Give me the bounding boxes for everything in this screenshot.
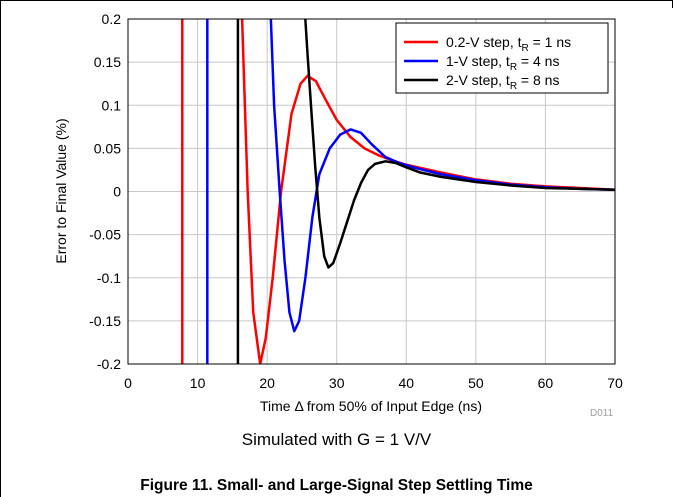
legend: 0.2-V step, tR = 1 ns1-V step, tR = 4 ns…	[395, 22, 609, 94]
series-line-3	[304, 19, 615, 269]
y-tick-label: 0.15	[94, 54, 121, 70]
legend-label-2: 1-V step, tR = 4 ns	[446, 53, 559, 73]
curves-group	[181, 19, 615, 364]
y-tick-labels: -0.2 -0.15 -0.1 -0.05 0 0.05 0.1 0.15 0.2	[89, 11, 121, 372]
figure-code: D011	[590, 408, 614, 419]
y-tick-label: -0.05	[89, 227, 121, 243]
y-tick-label: 0.05	[94, 140, 121, 156]
y-tick-label: 0.1	[102, 97, 122, 113]
simulation-note: Simulated with G = 1 V/V	[241, 430, 432, 449]
x-tick-label: 70	[607, 375, 623, 391]
figure-frame-top	[0, 0, 673, 9]
x-axis-label: Time Δ from 50% of Input Edge (ns)	[260, 398, 482, 414]
plot-border	[127, 18, 616, 365]
x-tick-labels: 0 10 20 30 40 50 60 70	[124, 375, 623, 391]
x-tick-label: 20	[259, 375, 275, 391]
x-tick-label: 0	[124, 375, 132, 391]
y-axis-label: Error to Final Value (%)	[53, 118, 69, 263]
x-tick-label: 10	[190, 375, 206, 391]
legend-label-1: 0.2-V step, tR = 1 ns	[446, 34, 571, 54]
x-tick-label: 60	[538, 375, 554, 391]
settling-time-chart: 0 10 20 30 40 50 60 70 -0.2 -0.15 -0.1 -0.05 0 0.05 0…	[53, 11, 623, 414]
y-tick-label: -0.2	[97, 356, 121, 372]
x-tick-label: 50	[468, 375, 484, 391]
y-tick-label: 0	[113, 184, 121, 200]
series-line-2	[269, 19, 615, 333]
y-tick-label: 0.2	[102, 11, 122, 27]
y-tick-label: -0.15	[89, 313, 121, 329]
y-tick-label: -0.1	[97, 270, 121, 286]
legend-box	[395, 22, 609, 94]
x-tick-label: 30	[329, 375, 345, 391]
x-tick-label: 40	[398, 375, 414, 391]
figure-caption: Figure 11. Small- and Large-Signal Step …	[140, 477, 533, 494]
figure-frame-left	[0, 0, 1, 497]
legend-label-3: 2-V step, tR = 8 ns	[446, 72, 559, 92]
